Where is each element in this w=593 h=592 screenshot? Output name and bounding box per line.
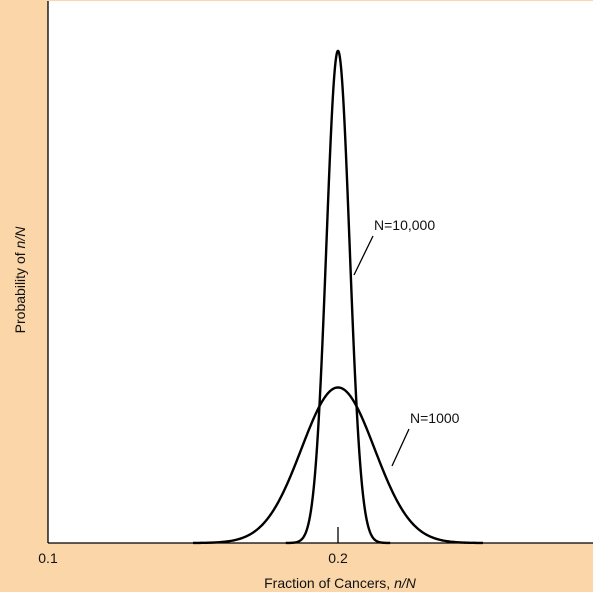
x-axis-label: Fraction of Cancers, n/N [264,575,417,591]
y-axis-label: Probability of n/N [12,226,28,334]
annotation-leader-n10000 [353,235,374,276]
plot-area [48,1,593,543]
series-line-n1000 [192,386,484,545]
x-ticks: 0.1 0.2 [38,527,348,566]
x-tick-label: 0.2 [328,550,348,566]
series-line-n10000 [285,49,391,545]
annotation-leader-n1000 [391,428,410,467]
x-tick-label: 0.1 [38,550,58,566]
annotation-n1000: N=1000 [410,410,460,426]
annotation-n10000: N=10,000 [374,217,435,233]
